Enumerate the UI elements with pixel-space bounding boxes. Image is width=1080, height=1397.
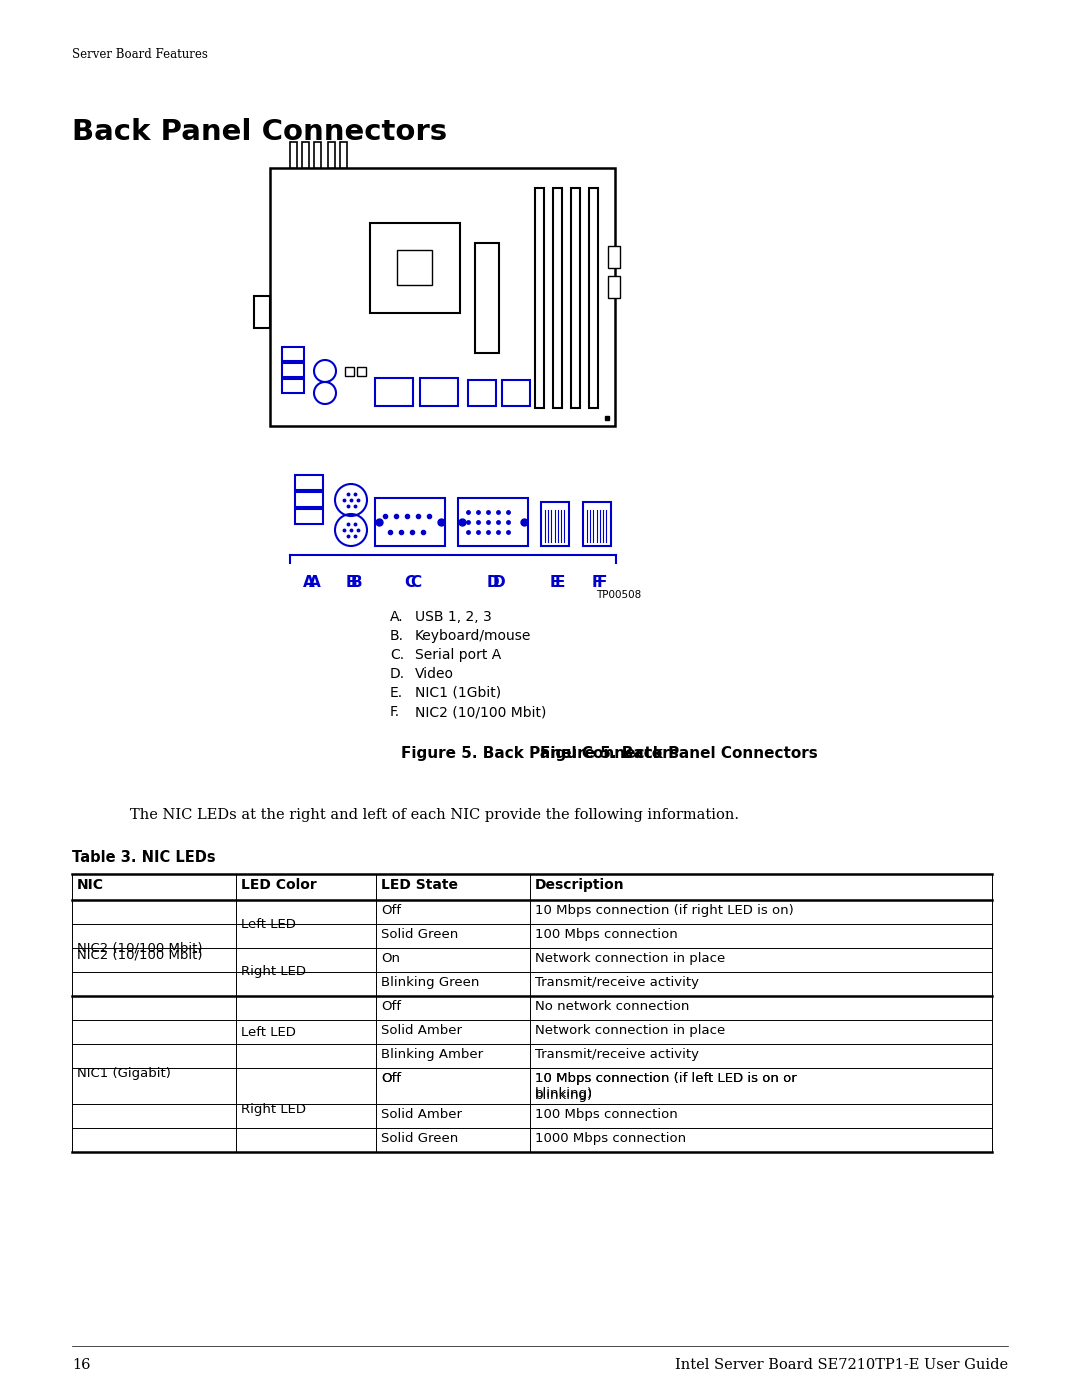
Text: Solid Amber: Solid Amber bbox=[381, 1024, 462, 1037]
Bar bbox=[291, 142, 297, 168]
Text: TP00508: TP00508 bbox=[596, 590, 642, 599]
Text: The NIC LEDs at the right and left of each NIC provide the following information: The NIC LEDs at the right and left of ea… bbox=[130, 807, 739, 821]
Bar bbox=[295, 492, 323, 507]
Text: D: D bbox=[487, 576, 499, 590]
Text: LED Color: LED Color bbox=[241, 877, 316, 893]
Bar bbox=[345, 367, 354, 376]
Bar bbox=[375, 497, 445, 546]
Text: 100 Mbps connection: 100 Mbps connection bbox=[535, 928, 678, 942]
Text: Intel Server Board SE7210TP1-E User Guide: Intel Server Board SE7210TP1-E User Guid… bbox=[675, 1358, 1008, 1372]
Bar bbox=[589, 189, 598, 408]
Bar bbox=[254, 296, 270, 328]
Text: Right LED: Right LED bbox=[241, 965, 306, 978]
Text: Off: Off bbox=[381, 1071, 401, 1085]
Bar bbox=[295, 475, 323, 490]
Bar bbox=[458, 497, 528, 546]
Bar bbox=[468, 380, 496, 407]
Text: Left LED: Left LED bbox=[241, 918, 296, 930]
Bar bbox=[282, 379, 303, 393]
Text: Server Board Features: Server Board Features bbox=[72, 47, 207, 61]
Text: B: B bbox=[351, 576, 363, 590]
Text: NIC2 (10/100 Mbit): NIC2 (10/100 Mbit) bbox=[77, 949, 203, 961]
Text: Solid Amber: Solid Amber bbox=[381, 1108, 462, 1120]
Text: 10 Mbps connection (if right LED is on): 10 Mbps connection (if right LED is on) bbox=[535, 904, 794, 916]
Bar bbox=[608, 246, 620, 268]
Text: Left LED: Left LED bbox=[241, 1025, 296, 1038]
Text: Network connection in place: Network connection in place bbox=[535, 1024, 726, 1037]
Bar bbox=[571, 189, 580, 408]
Bar bbox=[375, 379, 413, 407]
Bar bbox=[502, 380, 530, 407]
Text: Network connection in place: Network connection in place bbox=[535, 951, 726, 965]
Text: Solid Green: Solid Green bbox=[381, 1132, 458, 1146]
Text: Transmit/receive activity: Transmit/receive activity bbox=[535, 977, 699, 989]
Bar bbox=[370, 224, 460, 313]
Text: NIC1 (1Gbit): NIC1 (1Gbit) bbox=[415, 686, 501, 700]
Text: Back Panel Connectors: Back Panel Connectors bbox=[72, 117, 447, 147]
Bar bbox=[357, 367, 366, 376]
Text: Blinking Green: Blinking Green bbox=[381, 977, 480, 989]
Text: Figure 5. Back Panel Connectors: Figure 5. Back Panel Connectors bbox=[540, 746, 818, 761]
Bar bbox=[608, 277, 620, 298]
Text: 1000 Mbps connection: 1000 Mbps connection bbox=[535, 1132, 686, 1146]
Text: D: D bbox=[492, 576, 505, 590]
Text: Video: Video bbox=[415, 666, 454, 680]
Text: 100 Mbps connection: 100 Mbps connection bbox=[535, 1108, 678, 1120]
Bar bbox=[583, 502, 611, 546]
Text: F: F bbox=[592, 576, 603, 590]
Bar bbox=[553, 189, 562, 408]
Text: F.: F. bbox=[390, 705, 400, 719]
Text: Figure 5. Back Panel Connectors: Figure 5. Back Panel Connectors bbox=[401, 746, 679, 761]
Text: NIC: NIC bbox=[77, 877, 104, 893]
Bar bbox=[282, 346, 303, 360]
Bar bbox=[541, 502, 569, 546]
Text: On: On bbox=[381, 951, 400, 965]
Text: Off: Off bbox=[381, 1071, 401, 1085]
Bar bbox=[282, 363, 303, 377]
Text: D.: D. bbox=[390, 666, 405, 680]
Text: Blinking Amber: Blinking Amber bbox=[381, 1048, 483, 1060]
Text: Transmit/receive activity: Transmit/receive activity bbox=[535, 1048, 699, 1060]
Text: NIC2 (10/100 Mbit): NIC2 (10/100 Mbit) bbox=[415, 705, 546, 719]
Text: 16: 16 bbox=[72, 1358, 91, 1372]
Text: NIC2 (10/100 Mbit): NIC2 (10/100 Mbit) bbox=[77, 942, 203, 954]
Text: LED State: LED State bbox=[381, 877, 458, 893]
Text: Solid Green: Solid Green bbox=[381, 928, 458, 942]
Text: A: A bbox=[309, 576, 321, 590]
Bar bbox=[475, 243, 499, 353]
Text: B: B bbox=[346, 576, 356, 590]
Text: C: C bbox=[404, 576, 416, 590]
Bar bbox=[270, 168, 615, 426]
Text: C: C bbox=[410, 576, 421, 590]
Text: Serial port A: Serial port A bbox=[415, 648, 501, 662]
Bar bbox=[302, 142, 309, 168]
Text: No network connection: No network connection bbox=[535, 1000, 689, 1013]
Bar bbox=[295, 509, 323, 524]
Bar bbox=[535, 189, 544, 408]
Text: B.: B. bbox=[390, 629, 404, 643]
Bar bbox=[328, 142, 335, 168]
Text: Description: Description bbox=[535, 877, 624, 893]
Text: 10 Mbps connection (if left LED is on or
blinking): 10 Mbps connection (if left LED is on or… bbox=[535, 1071, 797, 1099]
Text: Off: Off bbox=[381, 904, 401, 916]
Text: Off: Off bbox=[381, 1000, 401, 1013]
Text: Table 3. NIC LEDs: Table 3. NIC LEDs bbox=[72, 849, 216, 865]
Text: E: E bbox=[550, 576, 561, 590]
Bar bbox=[314, 142, 321, 168]
Text: A.: A. bbox=[390, 610, 404, 624]
Text: 10 Mbps connection (if left LED is on or
blinking): 10 Mbps connection (if left LED is on or… bbox=[535, 1071, 797, 1102]
Bar bbox=[397, 250, 432, 285]
Text: A: A bbox=[303, 576, 315, 590]
Text: E: E bbox=[555, 576, 565, 590]
Text: Keyboard/mouse: Keyboard/mouse bbox=[415, 629, 531, 643]
Text: F: F bbox=[597, 576, 607, 590]
Text: Right LED: Right LED bbox=[241, 1104, 306, 1116]
Text: NIC1 (Gigabit): NIC1 (Gigabit) bbox=[77, 1067, 171, 1080]
Bar bbox=[340, 142, 347, 168]
Text: USB 1, 2, 3: USB 1, 2, 3 bbox=[415, 610, 491, 624]
Bar bbox=[420, 379, 458, 407]
Text: C.: C. bbox=[390, 648, 404, 662]
Text: E.: E. bbox=[390, 686, 403, 700]
